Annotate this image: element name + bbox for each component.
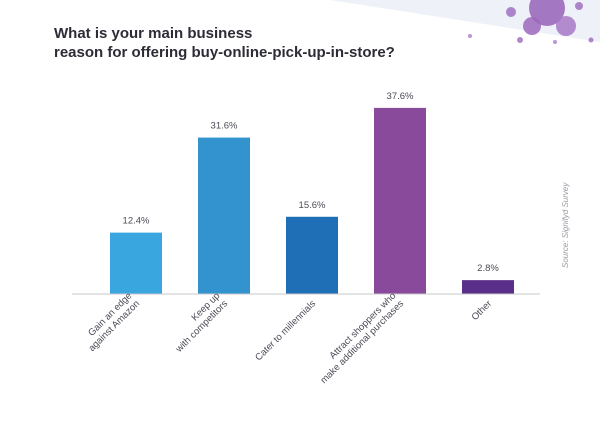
bar-2 [286,216,338,294]
category-label-2: Cater to millennials [253,298,318,363]
bar-0 [110,232,162,294]
chart-title-line-2: reason for offering buy-online-pick-up-i… [54,44,395,61]
category-label-3-line-1: make additional purchases [318,298,406,386]
svg-text:Attract shoppers whomake addit: Attract shoppers whomake additional purc… [311,290,407,386]
category-label-1: Keep upwith competitors [165,290,230,356]
category-label-0: Gain an edgeagainst Amazon [79,291,142,354]
bar-4 [462,280,514,294]
category-label-4: Other [470,298,495,323]
value-label-2: 15.6% [299,200,326,211]
svg-text:Gain an edgeagainst Amazon: Gain an edgeagainst Amazon [79,291,142,354]
bar-3 [374,107,426,294]
value-label-1: 31.6% [211,121,238,132]
svg-text:Other: Other [470,298,495,323]
bar-1 [198,137,250,294]
category-label-3-line-0: Attract shoppers who [327,291,398,362]
source-note: Source: Signifyd Survey [561,182,570,268]
svg-text:Keep upwith competitors: Keep upwith competitors [165,290,230,355]
value-label-3: 37.6% [387,91,414,102]
category-label-2-line-0: Cater to millennials [253,298,318,363]
category-label-3: Attract shoppers whomake additional purc… [311,290,407,386]
value-label-0: 12.4% [123,216,150,227]
paint-splat-decoration [468,0,594,44]
value-label-4: 2.8% [477,263,499,274]
category-label-4-line-0: Other [470,298,495,323]
svg-text:Cater to millennials: Cater to millennials [253,298,318,363]
chart-title-line-1: What is your main business [54,25,253,42]
